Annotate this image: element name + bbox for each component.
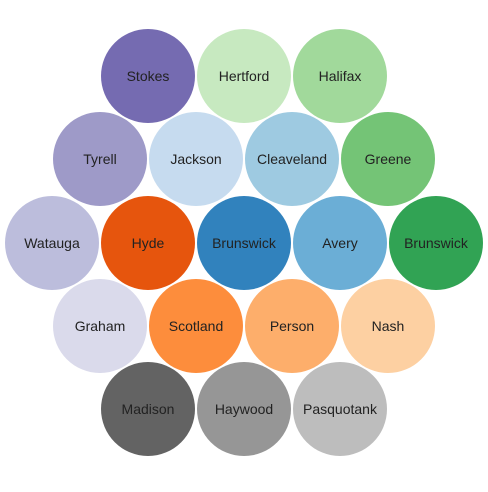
- bubble-node: Pasquotank: [293, 362, 387, 456]
- bubble-node: Cleaveland: [245, 112, 339, 206]
- bubble-node: Watauga: [5, 196, 99, 290]
- bubble-node: Person: [245, 279, 339, 373]
- bubble-label: Hyde: [131, 235, 165, 251]
- bubble-label: Brunswick: [404, 235, 468, 251]
- bubble-label: Avery: [322, 235, 358, 251]
- bubble-node: Haywood: [197, 362, 291, 456]
- bubble-node: Stokes: [101, 29, 195, 123]
- bubble-node: Graham: [53, 279, 147, 373]
- bubble-node: Greene: [341, 112, 435, 206]
- bubble-node: Hyde: [101, 196, 195, 290]
- bubble-node: Hertford: [197, 29, 291, 123]
- bubble-label: Greene: [364, 151, 412, 167]
- bubble-label: Jackson: [170, 151, 222, 167]
- bubble-label: Graham: [74, 318, 126, 334]
- bubble-label: Stokes: [126, 68, 170, 84]
- bubble-node: Tyrell: [53, 112, 147, 206]
- bubble-node: Jackson: [149, 112, 243, 206]
- bubble-node: Avery: [293, 196, 387, 290]
- bubble-node: Scotland: [149, 279, 243, 373]
- bubble-label: Watauga: [24, 235, 80, 251]
- bubble-label: Tyrell: [83, 151, 117, 167]
- bubble-node: Halifax: [293, 29, 387, 123]
- bubble-node: Brunswick: [197, 196, 291, 290]
- bubble-label: Pasquotank: [303, 401, 377, 417]
- bubble-label: Nash: [371, 318, 405, 334]
- bubble-node: Brunswick: [389, 196, 483, 290]
- bubble-label: Scotland: [168, 318, 224, 334]
- bubble-label: Madison: [121, 401, 175, 417]
- bubble-label: Cleaveland: [256, 151, 328, 167]
- bubble-label: Haywood: [214, 401, 274, 417]
- bubble-label: Hertford: [218, 68, 270, 84]
- bubble-node: Nash: [341, 279, 435, 373]
- bubble-label: Brunswick: [212, 235, 276, 251]
- bubble-node: Madison: [101, 362, 195, 456]
- bubble-label: Halifax: [318, 68, 362, 84]
- bubble-label: Person: [269, 318, 315, 334]
